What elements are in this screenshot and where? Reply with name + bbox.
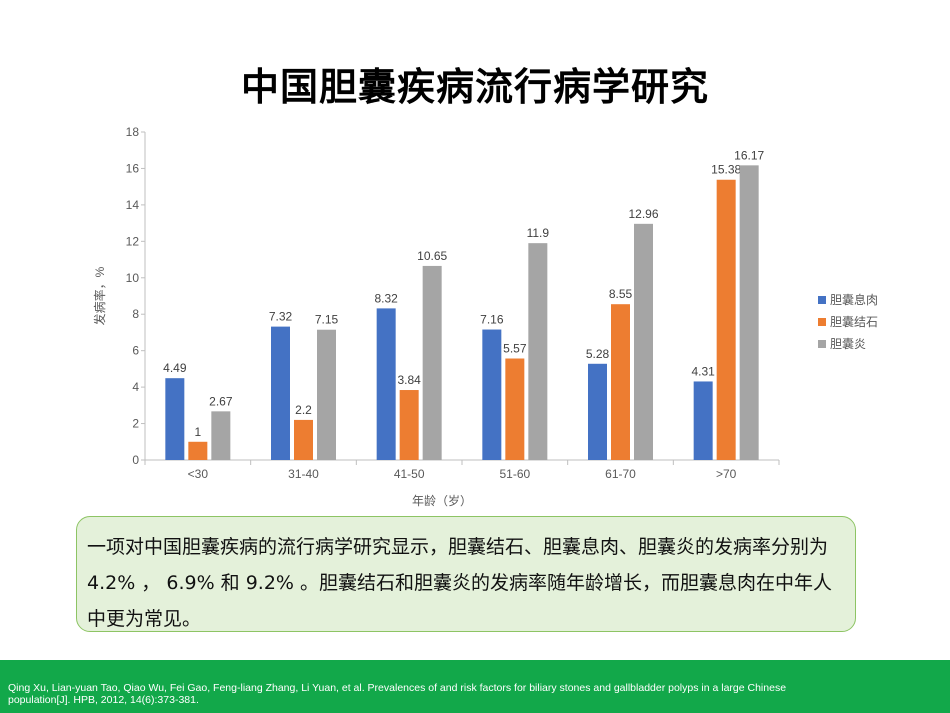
summary-box: 一项对中国胆囊疾病的流行病学研究显示，胆囊结石、胆囊息肉、胆囊炎的发病率分别为 …	[76, 516, 856, 632]
data-label: 16.17	[734, 148, 764, 162]
y-tick-label: 12	[126, 234, 140, 248]
legend-label: 胆囊炎	[830, 336, 866, 351]
bar	[482, 329, 502, 460]
data-label: 7.32	[269, 310, 293, 324]
x-tick-label: >70	[716, 467, 737, 481]
footer-bar: Qing Xu, Lian-yuan Tao, Qiao Wu, Fei Gao…	[0, 660, 950, 713]
bar	[376, 308, 396, 460]
x-tick-label: <30	[188, 467, 209, 481]
data-label: 3.84	[397, 373, 421, 387]
bar	[693, 381, 713, 460]
y-tick-label: 10	[126, 271, 140, 285]
page-title: 中国胆囊疾病流行病学研究	[240, 65, 709, 109]
legend-swatch	[818, 340, 826, 348]
data-label: 4.31	[691, 364, 715, 378]
data-label: 7.16	[480, 313, 504, 327]
bar	[165, 378, 185, 460]
bar	[588, 363, 607, 460]
y-tick-label: 14	[126, 198, 140, 212]
y-tick-label: 2	[132, 417, 139, 431]
legend-label: 胆囊息肉	[830, 292, 878, 307]
bar	[634, 223, 653, 460]
y-tick-label: 16	[126, 161, 140, 175]
bar	[739, 165, 759, 460]
legend-swatch	[818, 318, 826, 326]
y-tick-label: 4	[132, 380, 139, 394]
bar	[188, 441, 208, 460]
legend-label: 胆囊结石	[830, 314, 878, 329]
x-axis-title: 年龄（岁）	[412, 493, 472, 508]
bar	[716, 179, 736, 460]
bar	[505, 358, 525, 460]
data-label: 5.57	[503, 342, 527, 356]
data-label: 2.67	[209, 394, 233, 408]
reference-citation: Qing Xu, Lian-yuan Tao, Qiao Wu, Fei Gao…	[8, 682, 787, 706]
data-label: 8.55	[609, 287, 633, 301]
y-tick-label: 0	[132, 453, 139, 467]
bar-chart: 0 2 4 6 8 10 12 14 16 18 <30 31-40 41-50 51-60 61-70 >7…	[92, 125, 878, 508]
data-label: 1	[194, 425, 201, 439]
y-axis-title: 发病率，%	[92, 266, 107, 325]
data-label: 10.65	[417, 249, 447, 263]
y-tick-label: 18	[126, 125, 140, 139]
bar	[211, 411, 231, 460]
legend-swatch	[818, 296, 826, 304]
data-label: 15.38	[711, 163, 741, 177]
data-label: 4.49	[163, 361, 187, 375]
bar	[294, 419, 313, 460]
bar	[317, 329, 336, 460]
y-tick-label: 6	[132, 344, 139, 358]
x-tick-label: 31-40	[288, 467, 319, 481]
x-tick-label: 41-50	[394, 467, 425, 481]
data-label: 11.9	[527, 226, 550, 240]
bar	[528, 243, 548, 460]
bar	[611, 304, 630, 460]
bar	[422, 265, 442, 460]
x-tick-label: 51-60	[499, 467, 530, 481]
bar	[271, 326, 290, 460]
data-label: 5.28	[586, 347, 610, 361]
bar	[399, 390, 419, 460]
x-tick-label: 61-70	[605, 467, 636, 481]
data-label: 12.96	[628, 207, 658, 221]
data-label: 8.32	[374, 291, 398, 305]
data-label: 2.2	[295, 403, 312, 417]
y-tick-label: 8	[132, 307, 139, 321]
summary-text: 一项对中国胆囊疾病的流行病学研究显示，胆囊结石、胆囊息肉、胆囊炎的发病率分别为 …	[87, 536, 833, 630]
data-label: 7.15	[315, 313, 339, 327]
